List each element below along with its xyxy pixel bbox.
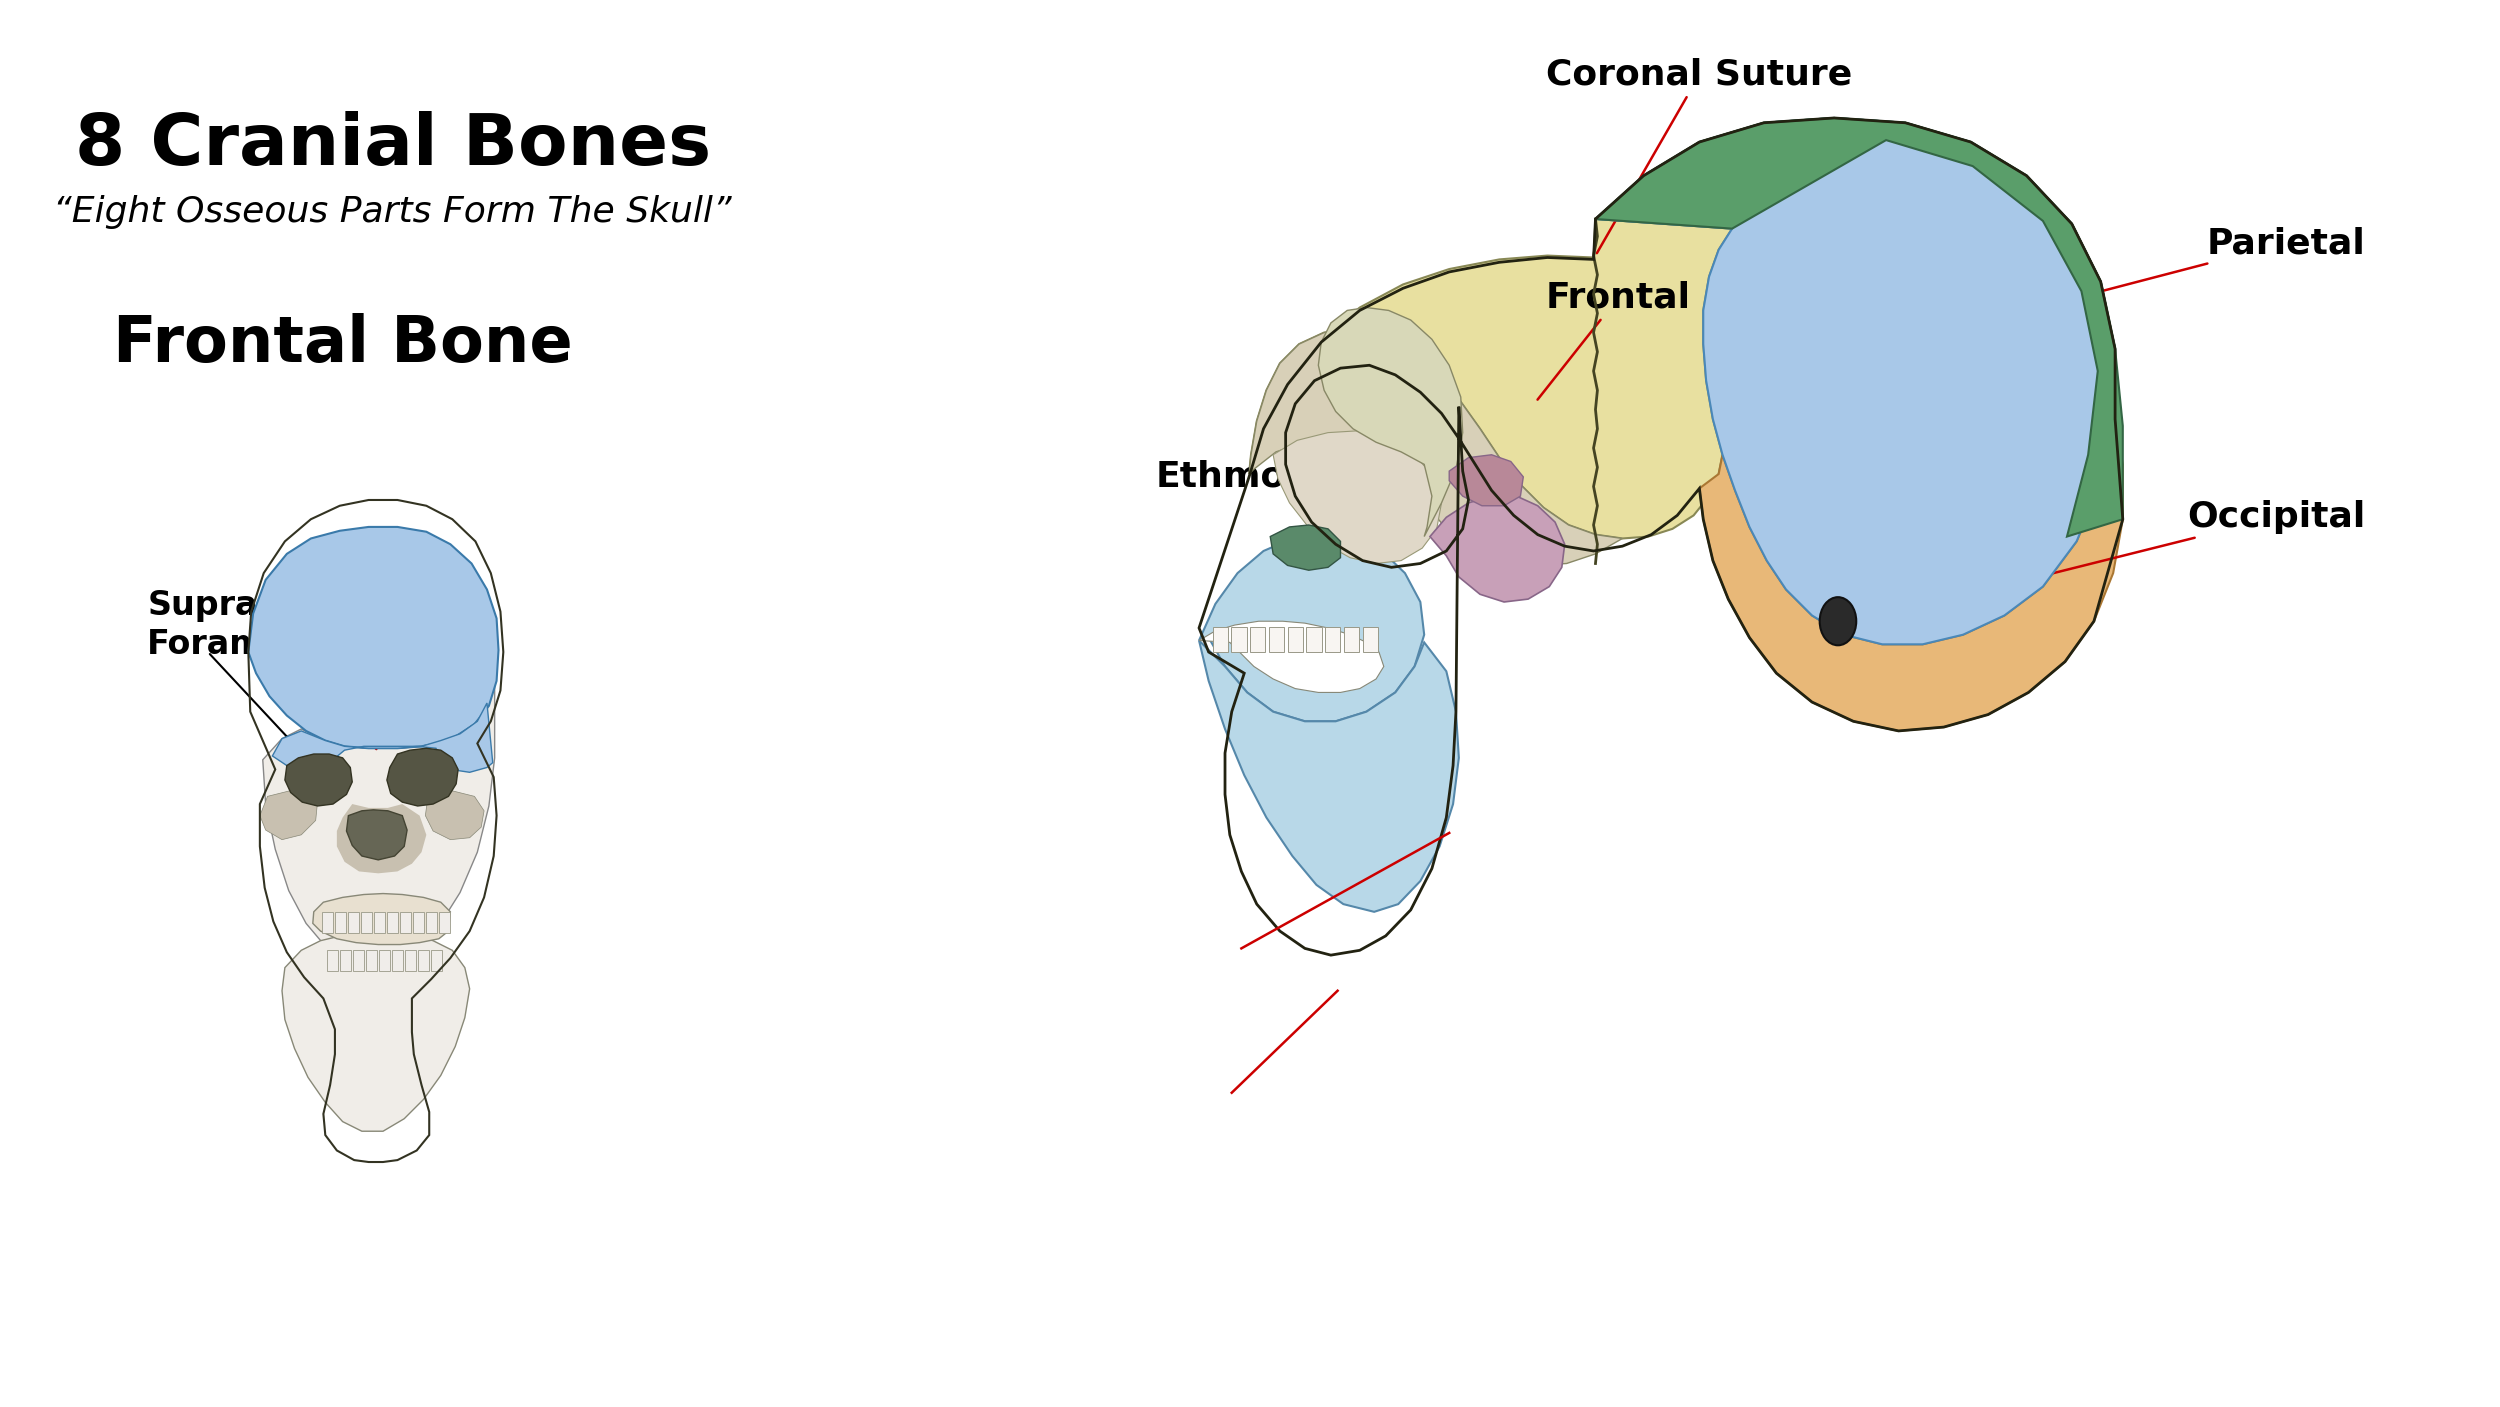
Polygon shape (1450, 454, 1522, 505)
Polygon shape (428, 912, 438, 933)
Polygon shape (388, 912, 398, 933)
Polygon shape (1270, 628, 1285, 651)
Polygon shape (312, 893, 450, 944)
Polygon shape (1325, 628, 1340, 651)
Polygon shape (340, 950, 350, 971)
Polygon shape (1430, 497, 1565, 602)
Polygon shape (375, 912, 385, 933)
Polygon shape (418, 950, 428, 971)
Polygon shape (400, 912, 410, 933)
Polygon shape (430, 950, 442, 971)
Polygon shape (405, 950, 415, 971)
Polygon shape (1595, 118, 2122, 536)
Text: Parietal: Parietal (1902, 227, 2365, 343)
Text: Ethmoid: Ethmoid (1155, 460, 1468, 516)
Text: Frontal: Frontal (1538, 281, 1690, 400)
Polygon shape (1232, 628, 1248, 651)
Polygon shape (1700, 419, 2122, 730)
Polygon shape (1200, 640, 1460, 912)
Text: “Eight Osseous Parts Form The Skull”: “Eight Osseous Parts Form The Skull” (52, 196, 732, 229)
Polygon shape (335, 912, 345, 933)
Text: Supraorbital
Foramen: Supraorbital Foramen (148, 590, 382, 749)
Polygon shape (1595, 118, 2115, 644)
Polygon shape (392, 950, 402, 971)
Polygon shape (1212, 628, 1228, 651)
Text: 8 Cranial Bones: 8 Cranial Bones (75, 111, 710, 180)
Polygon shape (1272, 431, 1442, 563)
Polygon shape (1595, 118, 2115, 644)
Polygon shape (412, 912, 425, 933)
Polygon shape (282, 933, 470, 1131)
Polygon shape (362, 912, 372, 933)
Polygon shape (1308, 628, 1322, 651)
Text: Frontal Bone: Frontal Bone (112, 314, 572, 376)
Polygon shape (1200, 622, 1385, 692)
Polygon shape (1318, 308, 1462, 536)
Polygon shape (272, 704, 492, 772)
Polygon shape (348, 912, 360, 933)
Ellipse shape (1820, 597, 1858, 646)
Text: Occipital: Occipital (2010, 501, 2365, 584)
Polygon shape (248, 528, 498, 749)
Polygon shape (1288, 628, 1302, 651)
Polygon shape (1362, 628, 1378, 651)
Polygon shape (1250, 628, 1265, 651)
Polygon shape (440, 912, 450, 933)
Polygon shape (1270, 525, 1340, 570)
Polygon shape (365, 950, 378, 971)
Polygon shape (338, 803, 428, 874)
Text: Coronal Suture: Coronal Suture (1548, 58, 1852, 253)
Polygon shape (348, 810, 408, 860)
Polygon shape (1250, 219, 1732, 539)
Polygon shape (352, 950, 365, 971)
Polygon shape (388, 749, 458, 806)
Polygon shape (322, 912, 332, 933)
Polygon shape (262, 681, 495, 969)
Polygon shape (285, 754, 352, 806)
Polygon shape (260, 787, 318, 840)
Polygon shape (1345, 628, 1360, 651)
Polygon shape (380, 950, 390, 971)
Polygon shape (328, 950, 338, 971)
Polygon shape (1250, 329, 1622, 566)
Polygon shape (425, 787, 485, 840)
Polygon shape (1200, 535, 1425, 722)
